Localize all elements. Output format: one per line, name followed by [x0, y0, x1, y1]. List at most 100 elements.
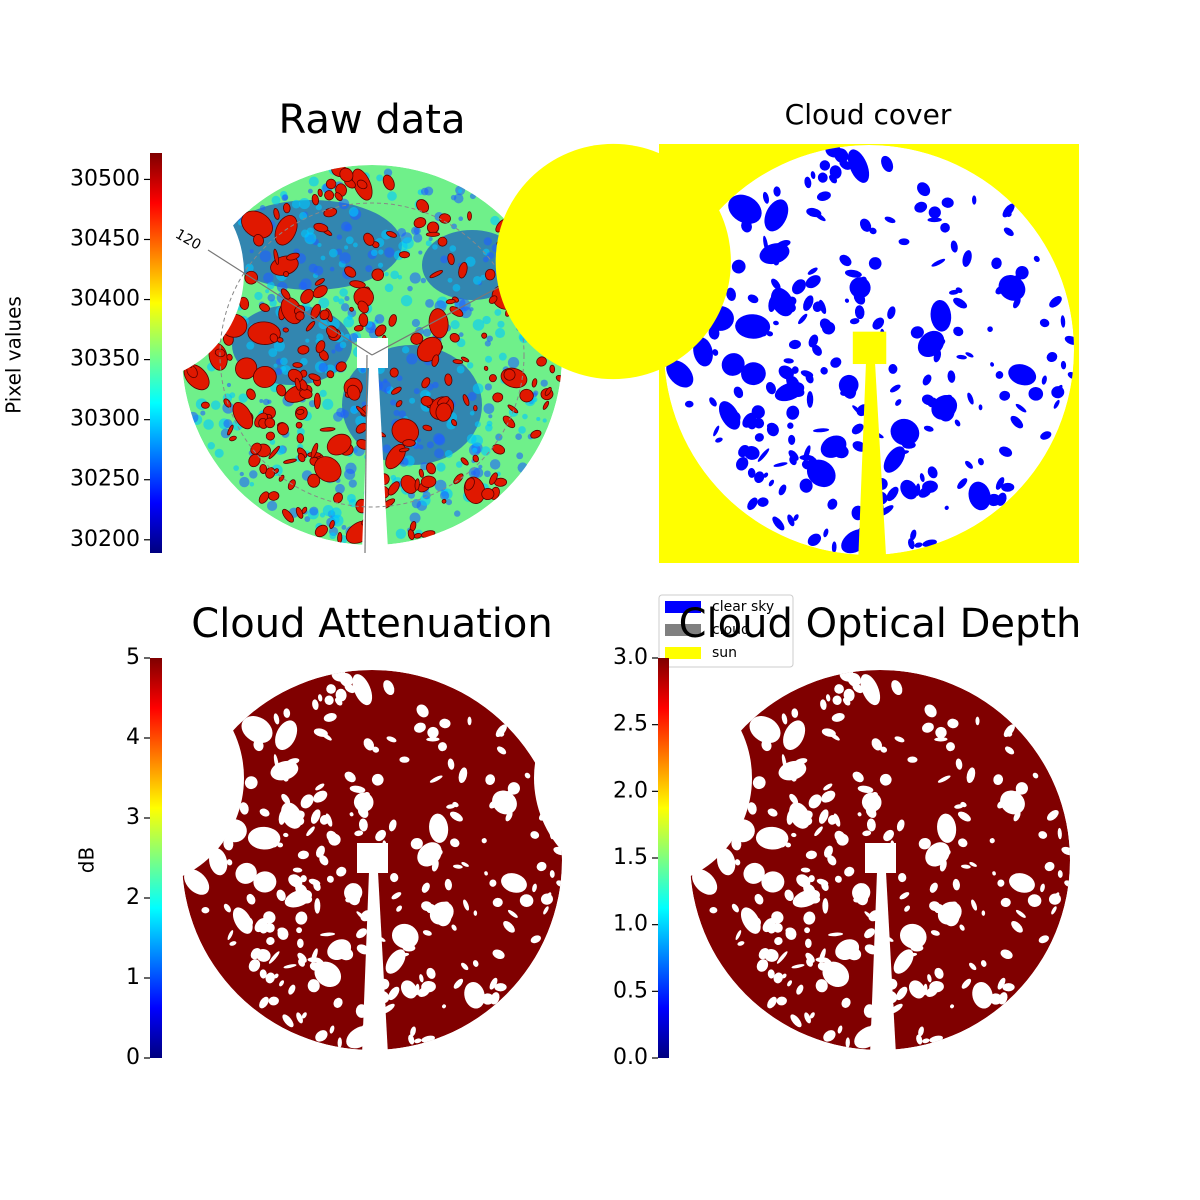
cloud-blob — [544, 386, 552, 396]
cloud-blob — [934, 967, 944, 979]
cloud-blob — [426, 462, 436, 475]
cloud-blob — [831, 541, 837, 553]
noise — [495, 328, 506, 339]
cloud-blob — [916, 1034, 923, 1045]
cloud-blob — [229, 435, 237, 442]
noise — [304, 232, 317, 245]
cloud-blob — [857, 812, 862, 817]
cloud-blob — [310, 442, 319, 459]
cloud-blob — [363, 738, 375, 751]
cloud-blob — [356, 911, 367, 921]
cloud-blob — [738, 444, 750, 458]
cloud-blob — [435, 402, 452, 422]
cloud-blob — [949, 289, 959, 295]
cloud-blob — [313, 728, 328, 737]
cloud-blob — [1004, 746, 1015, 755]
cloud-blob — [1010, 788, 1024, 800]
cloud-blob — [991, 257, 1002, 270]
cloud-blob — [296, 914, 305, 920]
noise — [418, 444, 424, 450]
cloud-blob — [1038, 831, 1048, 839]
noise — [233, 465, 239, 471]
cloud-blob — [927, 466, 938, 479]
cloud-blob — [400, 980, 418, 999]
cloud-blob — [315, 340, 326, 354]
cloud-blob — [314, 898, 321, 914]
cloud-blob — [344, 266, 357, 278]
cloud-blob — [420, 395, 433, 407]
cloud-blob — [1000, 790, 1025, 815]
cloud-blob — [414, 478, 420, 491]
cloud-blob — [757, 448, 770, 462]
cloud-blob — [357, 805, 369, 818]
noise — [365, 265, 373, 273]
noise — [305, 338, 310, 343]
cloud-blob — [929, 882, 938, 893]
noise — [482, 315, 491, 325]
cloud-blob — [1010, 415, 1024, 429]
cloud-blob — [283, 832, 289, 838]
noise — [413, 388, 420, 395]
noise — [304, 516, 311, 522]
cloud-blob — [886, 486, 899, 502]
cloud-blob — [1046, 351, 1058, 363]
cloud-blob — [883, 829, 894, 842]
legend-swatch — [665, 601, 701, 613]
cloud-blob — [358, 818, 368, 832]
cloud-blob — [246, 893, 256, 905]
noise — [267, 399, 272, 404]
cloud-blob — [297, 453, 306, 463]
cloud-blob — [358, 313, 369, 327]
cloud-blob — [844, 866, 855, 877]
cloud-blob — [391, 418, 419, 445]
cloud-blob — [825, 694, 831, 702]
cloud-blob — [239, 296, 250, 310]
cloud-blob — [896, 986, 908, 1001]
colorbar-tick-label: 1 — [126, 965, 140, 990]
cloud-blob — [458, 767, 468, 784]
cloud-blob — [492, 790, 517, 815]
cloud-blob — [862, 830, 872, 837]
cloud-blob — [813, 428, 830, 433]
noise — [424, 186, 434, 196]
cloud-blob — [960, 864, 971, 869]
cloud-blob — [900, 479, 918, 500]
noise — [490, 215, 500, 226]
cloud-blob — [307, 473, 321, 488]
cloud-blob — [442, 1004, 446, 1009]
noise — [473, 467, 484, 478]
cloud-blob — [761, 871, 785, 893]
cloud-blob — [421, 377, 431, 389]
cloud-blob — [453, 978, 464, 989]
noise — [458, 332, 464, 337]
cloud-blob — [311, 193, 319, 206]
cloud-blob — [977, 458, 984, 466]
cloud-blob — [953, 326, 964, 337]
cloud-blob — [241, 716, 273, 744]
cloud-blob — [1001, 482, 1015, 492]
cloud-blob — [489, 800, 498, 809]
cloud-blob — [1002, 203, 1015, 218]
cloud-blob — [791, 776, 797, 782]
cloud-blob — [372, 746, 380, 753]
cloud-blob — [461, 862, 469, 867]
cloud-blob — [726, 287, 736, 301]
cloud-blob — [1003, 227, 1014, 237]
cloud-blob — [545, 892, 552, 901]
panel-title: Cloud cover — [785, 98, 952, 131]
cloud-blob — [399, 952, 410, 957]
cloud-blob — [871, 738, 883, 751]
cloud-blob — [437, 901, 450, 911]
noise — [344, 223, 353, 232]
noise — [200, 410, 206, 416]
cloud-blob — [319, 855, 329, 866]
cloud-blob — [299, 894, 313, 904]
cloud-blob — [451, 419, 458, 427]
cloud-blob — [895, 399, 902, 406]
cloud-blob — [945, 901, 958, 911]
noise — [456, 365, 465, 374]
cloud-blob — [715, 437, 723, 443]
cloud-blob — [530, 831, 540, 839]
noise — [407, 285, 413, 292]
colorbar-tick-label: 3.0 — [613, 645, 648, 670]
